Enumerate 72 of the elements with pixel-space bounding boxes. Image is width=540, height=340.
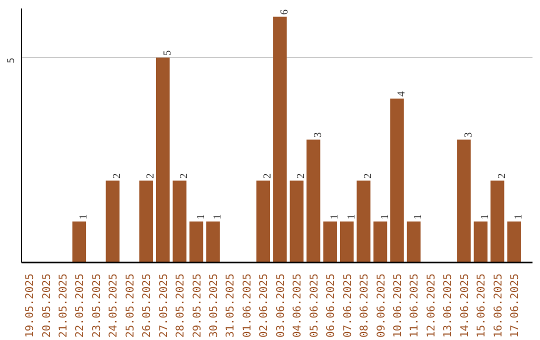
bar — [139, 180, 153, 262]
x-tick-label: 20.05.2025 — [40, 274, 53, 338]
x-tick-label: 26.05.2025 — [140, 274, 154, 338]
data-label: 1 — [413, 214, 424, 220]
bar — [189, 222, 204, 262]
data-label: 1 — [480, 214, 492, 220]
bar — [323, 222, 337, 262]
data-label: 1 — [330, 214, 341, 220]
bar — [306, 140, 320, 262]
data-label: 2 — [112, 173, 124, 179]
data-label: 2 — [146, 173, 157, 179]
bar — [373, 222, 388, 262]
data-label: 1 — [78, 214, 90, 220]
x-tick-label: 24.05.2025 — [106, 274, 120, 338]
x-tick-label: 01.06.2025 — [240, 274, 254, 338]
data-label: 5 — [162, 50, 174, 56]
data-label: 3 — [312, 132, 324, 138]
bar — [474, 222, 488, 262]
data-label: 3 — [463, 132, 474, 138]
data-label: 2 — [363, 173, 374, 179]
x-tick-label: 27.05.2025 — [156, 274, 170, 338]
bar — [290, 180, 304, 262]
bar — [206, 222, 220, 262]
x-tick-label: 03.06.2025 — [274, 274, 287, 338]
x-tick-label: 07.06.2025 — [340, 274, 354, 338]
x-tick-label: 29.05.2025 — [190, 274, 204, 338]
x-tick-label: 11.06.2025 — [408, 274, 421, 338]
bar — [390, 98, 404, 262]
bar — [457, 140, 471, 262]
x-tick-label: 05.06.2025 — [307, 274, 320, 338]
x-tick-label: 16.06.2025 — [491, 274, 504, 338]
bar — [406, 222, 421, 262]
bar — [340, 222, 354, 262]
x-tick-label: 21.05.2025 — [56, 274, 70, 338]
x-tick-label: 10.06.2025 — [391, 274, 404, 338]
bar — [72, 222, 86, 262]
x-tick-label: 30.05.2025 — [207, 274, 220, 338]
bar — [507, 222, 521, 262]
bar — [273, 16, 287, 262]
bar — [256, 180, 270, 262]
x-tick-label: 06.06.2025 — [324, 274, 338, 338]
x-tick-label: 15.06.2025 — [474, 274, 488, 338]
x-tick-label: 12.06.2025 — [424, 274, 438, 338]
x-tick-label: 02.06.2025 — [257, 274, 270, 338]
x-tick-label: 19.05.2025 — [23, 274, 36, 338]
x-tick-label: 25.05.2025 — [123, 274, 136, 338]
bar — [172, 180, 186, 262]
data-label: 1 — [212, 214, 224, 220]
data-label: 4 — [396, 90, 408, 97]
bar — [106, 180, 120, 262]
x-tick-label: 09.06.2025 — [374, 274, 388, 338]
data-label: 1 — [196, 214, 207, 220]
data-label: 6 — [279, 8, 290, 15]
data-label: 1 — [346, 214, 358, 220]
data-label: 2 — [296, 173, 308, 179]
x-tick-label: 04.06.2025 — [290, 274, 304, 338]
x-tick-label: 17.06.2025 — [508, 274, 522, 338]
data-label: 1 — [514, 214, 525, 220]
x-tick-label: 13.06.2025 — [441, 274, 454, 338]
x-tick-label: 31.05.2025 — [224, 274, 237, 338]
data-label: 2 — [262, 173, 274, 179]
data-label: 1 — [380, 214, 391, 220]
x-tick-label: 08.06.2025 — [358, 274, 371, 338]
data-label: 2 — [496, 173, 508, 179]
x-tick-label: 22.05.2025 — [73, 274, 86, 338]
data-label: 2 — [179, 173, 190, 179]
bar — [490, 180, 504, 262]
bar — [356, 180, 370, 262]
x-tick-label: 14.06.2025 — [458, 274, 471, 338]
x-tick-label: 28.05.2025 — [174, 274, 187, 338]
bar — [156, 58, 170, 262]
x-tick-label: 23.05.2025 — [90, 274, 103, 338]
